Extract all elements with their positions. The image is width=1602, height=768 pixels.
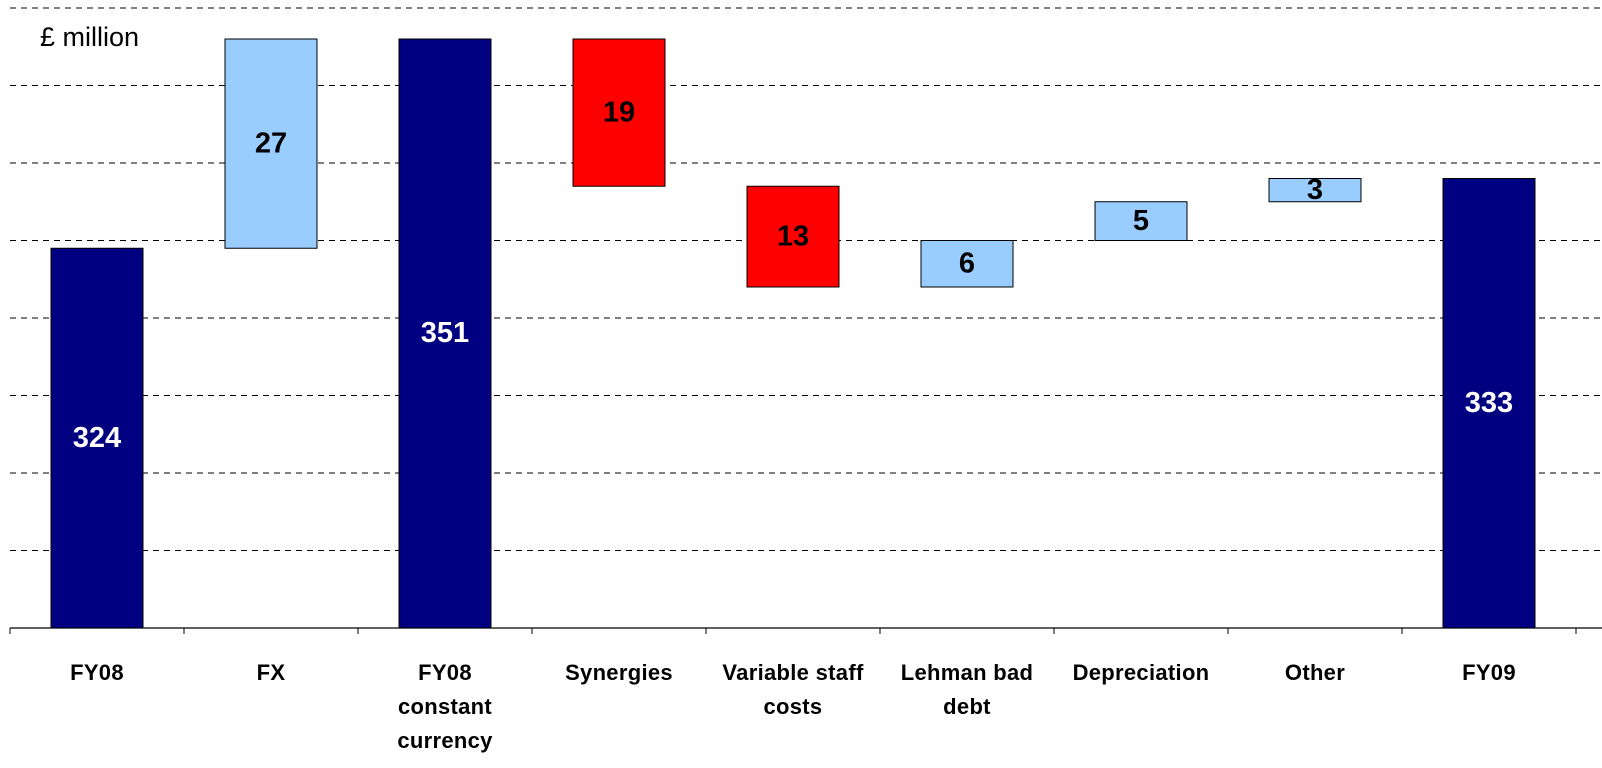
x-tick-label: Other: [1284, 660, 1346, 685]
x-tick-label: FY08: [70, 660, 124, 685]
bar: [920, 240, 1014, 288]
x-tick-label: FX: [256, 660, 286, 685]
x-tick-label: FY08 constant currency: [397, 660, 493, 753]
bar: [224, 38, 318, 249]
bar: [1268, 178, 1362, 203]
x-tick-label: FY09: [1462, 660, 1516, 685]
data-label: 13: [777, 220, 809, 252]
data-label: 27: [255, 127, 287, 159]
annotation: £ million: [40, 22, 139, 52]
bar: [398, 38, 492, 629]
x-tick-label: Variable staff costs: [722, 660, 864, 719]
data-label: 324: [73, 422, 121, 454]
x-tick-label: Depreciation: [1072, 660, 1210, 685]
bar: [1442, 178, 1536, 629]
bar: [50, 247, 144, 629]
data-label: 333: [1465, 387, 1513, 419]
data-label: 5: [1133, 205, 1149, 237]
data-label: 3: [1307, 174, 1323, 206]
data-label: 6: [959, 247, 975, 279]
data-label: 19: [603, 96, 635, 128]
bar: [572, 38, 666, 187]
data-label: 351: [421, 317, 469, 349]
bar: [1094, 201, 1188, 241]
x-tick-label: Lehman bad debt: [900, 660, 1034, 719]
bar: [746, 185, 840, 288]
x-tick-label: Synergies: [565, 660, 673, 685]
